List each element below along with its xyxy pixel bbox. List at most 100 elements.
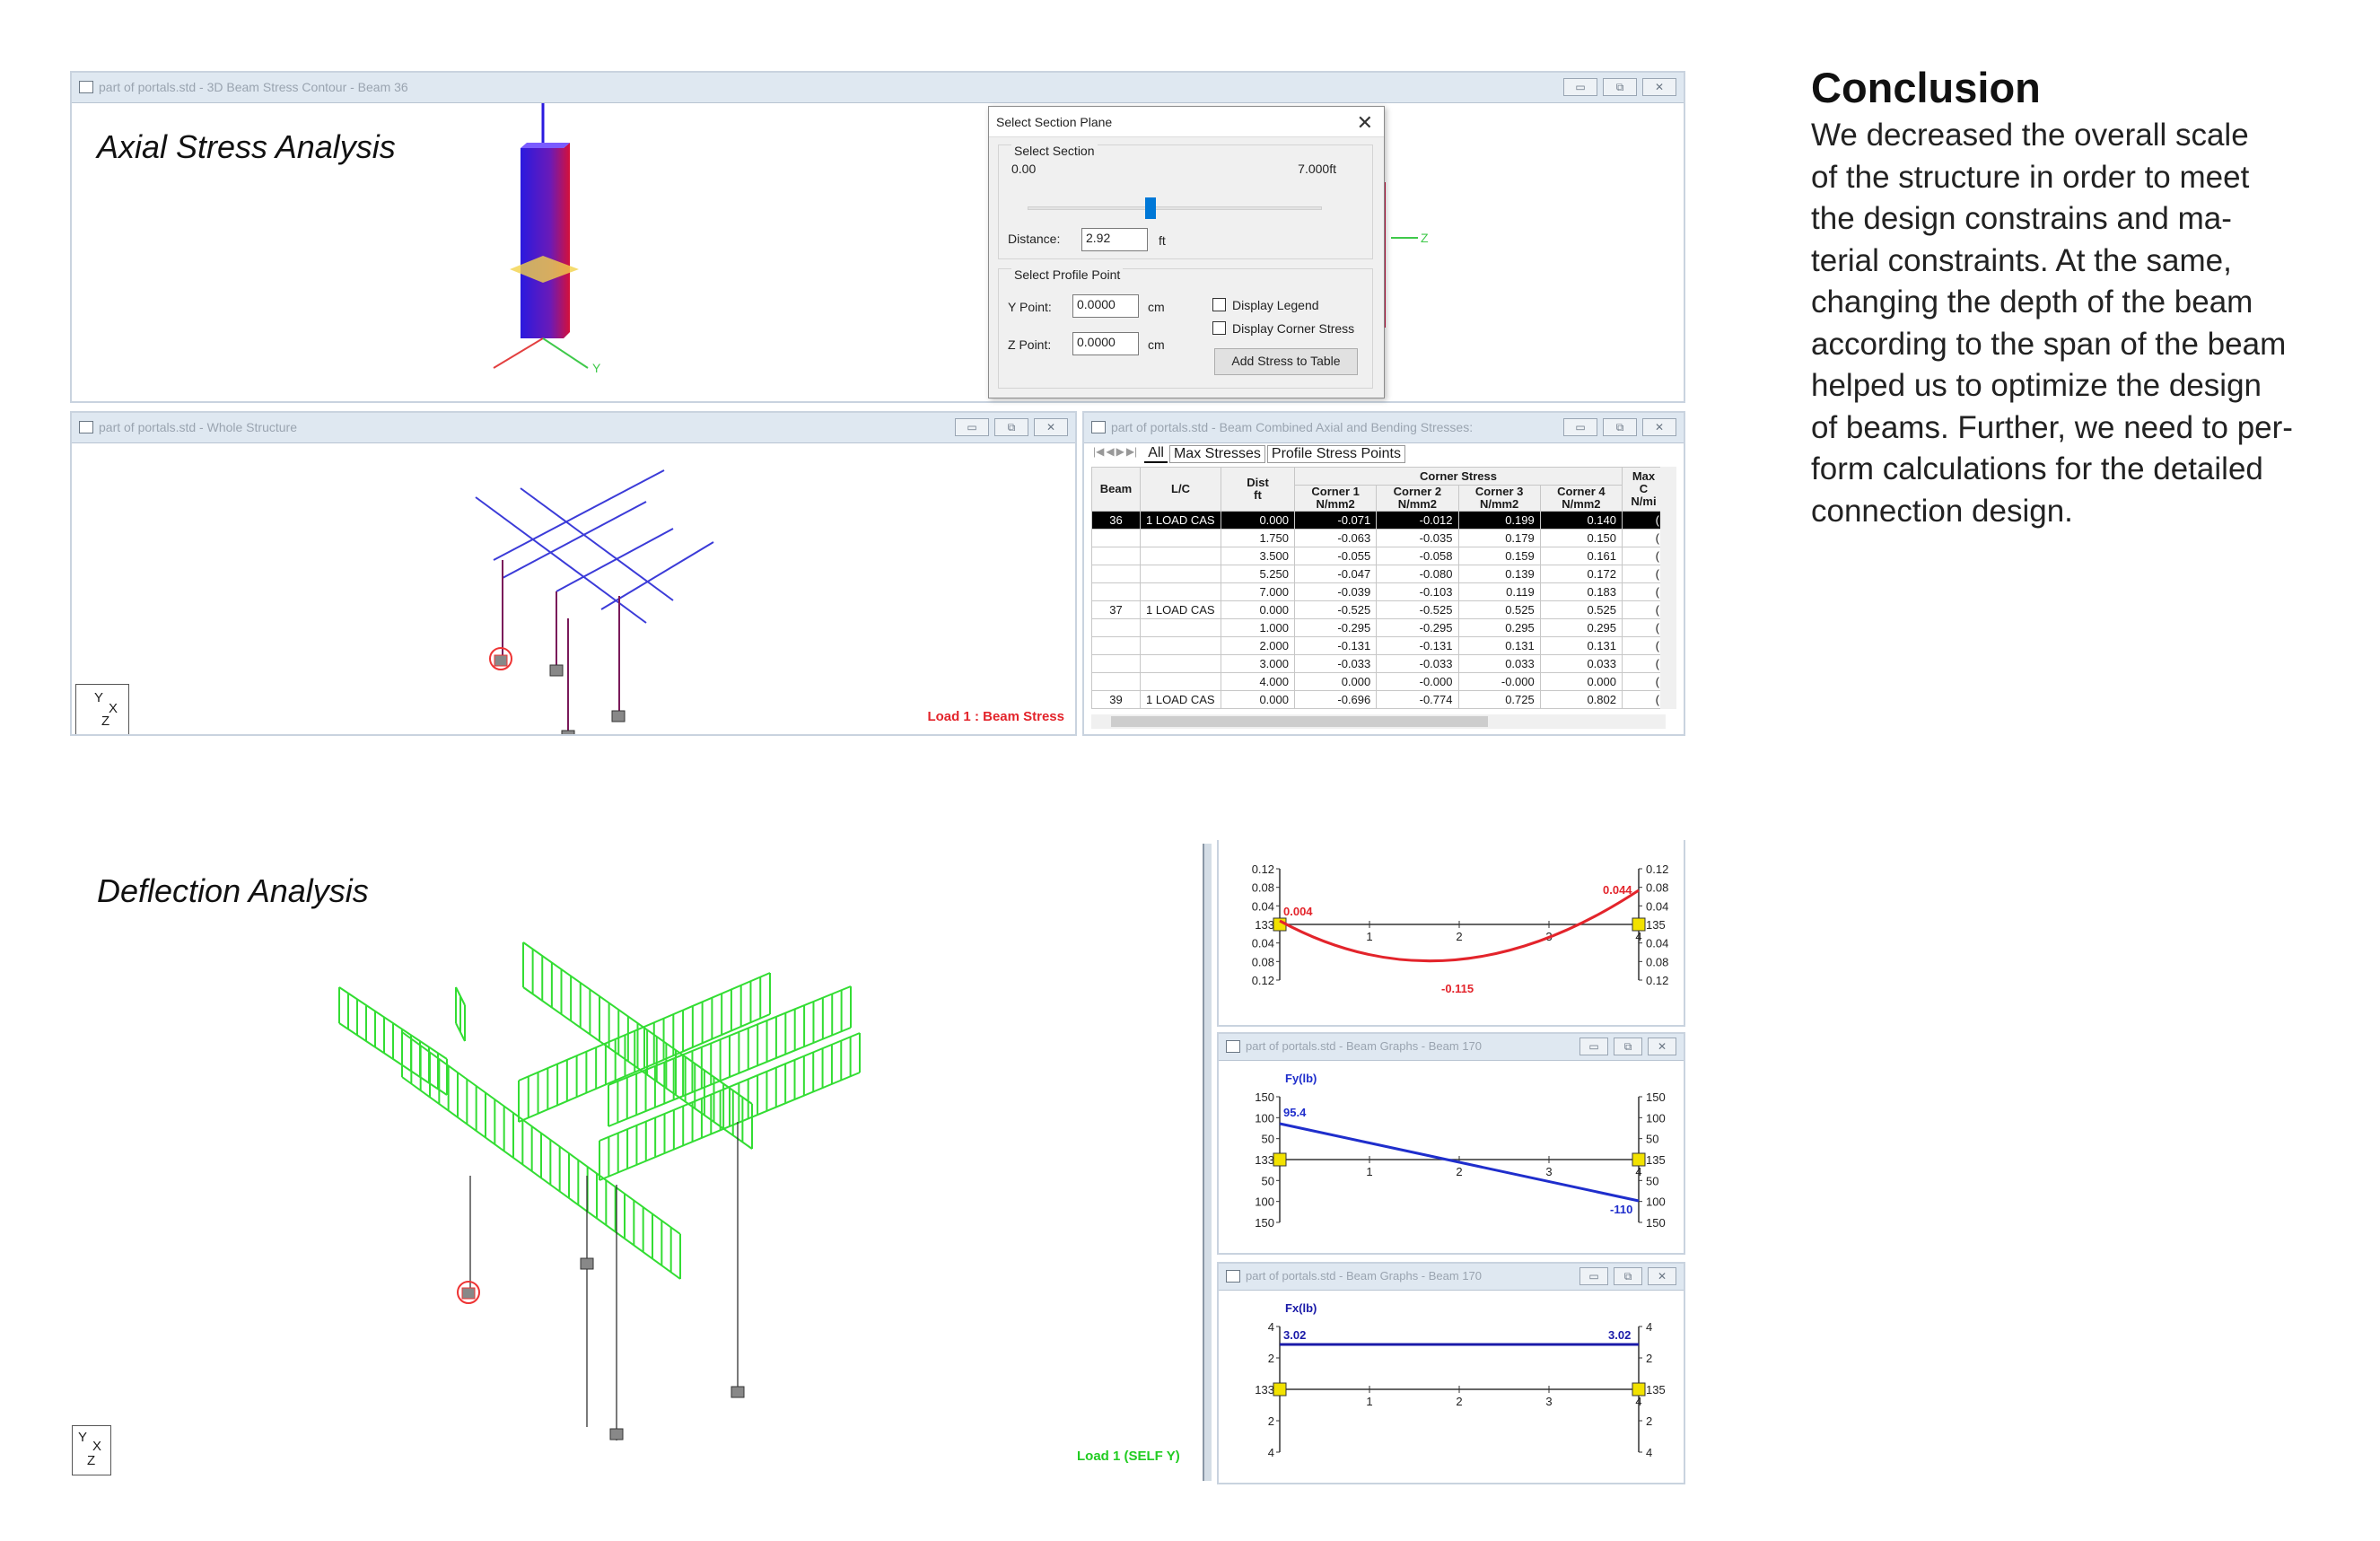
table-cell[interactable]: 0.000	[1221, 511, 1295, 530]
dialog-close-icon[interactable]: ✕	[1356, 111, 1373, 134]
table-cell[interactable]: (	[1622, 618, 1666, 637]
table-row[interactable]: 1.750 -0.063 -0.035 0.179 0.150(	[1091, 529, 1666, 547]
window-titlebar[interactable]: part of portals.std - Whole Structure ▭ …	[72, 413, 1075, 443]
column-header[interactable]: Dist ft	[1221, 467, 1295, 512]
table-cell[interactable]: 1 LOAD CAS	[1140, 511, 1221, 530]
table-cell[interactable]	[1091, 618, 1141, 637]
table-cell[interactable]	[1140, 547, 1221, 565]
table-cell[interactable]: -0.774	[1376, 690, 1459, 709]
table-cell[interactable]: 0.000	[1221, 600, 1295, 619]
z-point-input[interactable]: 0.0000	[1072, 332, 1139, 355]
table-cell[interactable]: -0.055	[1293, 547, 1378, 565]
table-row[interactable]: 7.000 -0.039 -0.103 0.119 0.183(	[1091, 582, 1666, 601]
minimize-button[interactable]: ▭	[1563, 418, 1597, 436]
table-cell[interactable]: 0.172	[1539, 565, 1623, 583]
maximize-button[interactable]: ⧉	[1614, 1267, 1642, 1285]
table-cell[interactable]: (	[1622, 600, 1666, 619]
display-legend-checkbox[interactable]	[1212, 298, 1226, 311]
table-cell[interactable]: -0.080	[1376, 565, 1459, 583]
column-header[interactable]: Corner 1 N/mm2	[1293, 485, 1378, 512]
section-slider-track[interactable]	[1028, 206, 1322, 210]
table-cell[interactable]: 4.000	[1221, 672, 1295, 691]
table-cell[interactable]	[1091, 582, 1141, 601]
table-cell[interactable]: 1 LOAD CAS	[1140, 690, 1221, 709]
table-cell[interactable]: 0.161	[1539, 547, 1623, 565]
table-cell[interactable]	[1091, 565, 1141, 583]
table-cell[interactable]: 0.000	[1539, 672, 1623, 691]
splitter[interactable]	[1203, 844, 1212, 1481]
table-cell[interactable]: -0.012	[1376, 511, 1459, 530]
table-cell[interactable]: -0.525	[1293, 600, 1378, 619]
mz-graph[interactable]: 0.12 0.08 0.04 133 0.04 0.08 0.12 0.12 0.08 0.04 1…	[1219, 840, 1684, 1023]
table-cell[interactable]: (	[1622, 529, 1666, 547]
table-row[interactable]: 3.000 -0.033 -0.033 0.033 0.033(	[1091, 654, 1666, 673]
horizontal-scrollbar[interactable]	[1091, 714, 1666, 729]
table-row[interactable]: 4.000 0.000 -0.000 -0.000 0.000(	[1091, 672, 1666, 691]
column-header[interactable]: Corner 4 N/mm2	[1539, 485, 1623, 512]
close-button[interactable]: ✕	[1642, 418, 1676, 436]
section-slider-thumb[interactable]	[1144, 197, 1156, 219]
table-cell[interactable]: 36	[1091, 511, 1141, 530]
table-cell[interactable]: 39	[1091, 690, 1141, 709]
column-header[interactable]: Beam	[1091, 467, 1141, 512]
table-cell[interactable]	[1140, 529, 1221, 547]
table-cell[interactable]: 1.000	[1221, 618, 1295, 637]
table-row[interactable]: 3.500 -0.055 -0.058 0.159 0.161(	[1091, 547, 1666, 565]
close-button[interactable]: ✕	[1648, 1038, 1676, 1055]
window-titlebar[interactable]: part of portals.std - 3D Beam Stress Con…	[72, 73, 1684, 103]
table-cell[interactable]	[1140, 654, 1221, 673]
table-cell[interactable]: 3.000	[1221, 654, 1295, 673]
table-cell[interactable]: 1 LOAD CAS	[1140, 600, 1221, 619]
table-cell[interactable]: 7.000	[1221, 582, 1295, 601]
table-row[interactable]: 37 1 LOAD CAS 0.000 -0.525 -0.525 0.525 0.525(	[1091, 600, 1666, 619]
table-cell[interactable]: 0.183	[1539, 582, 1623, 601]
vertical-scrollbar[interactable]	[1660, 467, 1676, 709]
table-cell[interactable]: 0.119	[1457, 582, 1541, 601]
table-cell[interactable]: -0.000	[1457, 672, 1541, 691]
table-row[interactable]: 36 1 LOAD CAS 0.000 -0.071 -0.012 0.199 0.140(	[1091, 511, 1666, 530]
nav-first-button[interactable]: |◀	[1093, 445, 1105, 458]
table-cell[interactable]: -0.525	[1376, 600, 1459, 619]
table-cell[interactable]	[1140, 582, 1221, 601]
table-cell[interactable]: 0.159	[1457, 547, 1541, 565]
dialog-titlebar[interactable]: Select Section Plane ✕	[989, 107, 1384, 137]
maximize-button[interactable]: ⧉	[1603, 418, 1637, 436]
table-cell[interactable]: 5.250	[1221, 565, 1295, 583]
window-titlebar[interactable]: part of portals.std - Beam Graphs - Beam…	[1219, 1034, 1684, 1061]
table-row[interactable]: 2.000 -0.131 -0.131 0.131 0.131(	[1091, 636, 1666, 655]
nav-last-button[interactable]: ▶|	[1125, 445, 1138, 458]
minimize-button[interactable]: ▭	[1579, 1038, 1608, 1055]
table-cell[interactable]: -0.033	[1376, 654, 1459, 673]
table-cell[interactable]: 0.139	[1457, 565, 1541, 583]
table-row[interactable]: 1.000 -0.295 -0.295 0.295 0.295(	[1091, 618, 1666, 637]
tab-profile-stress-points[interactable]: Profile Stress Points	[1266, 445, 1405, 463]
table-cell[interactable]: -0.295	[1376, 618, 1459, 637]
table-cell[interactable]: -0.000	[1376, 672, 1459, 691]
table-cell[interactable]	[1140, 672, 1221, 691]
table-cell[interactable]: -0.047	[1293, 565, 1378, 583]
display-corner-checkbox[interactable]	[1212, 321, 1226, 335]
table-cell[interactable]: -0.696	[1293, 690, 1378, 709]
table-cell[interactable]: 0.033	[1539, 654, 1623, 673]
close-button[interactable]: ✕	[1642, 78, 1676, 96]
beam-contour-view[interactable]: Y Z	[72, 103, 1684, 403]
table-cell[interactable]: (	[1622, 565, 1666, 583]
table-cell[interactable]: 0.033	[1457, 654, 1541, 673]
table-cell[interactable]	[1091, 547, 1141, 565]
table-cell[interactable]: -0.295	[1293, 618, 1378, 637]
table-cell[interactable]: 0.000	[1293, 672, 1378, 691]
nav-next-button[interactable]: ▶	[1116, 445, 1124, 458]
table-cell[interactable]: -0.131	[1376, 636, 1459, 655]
column-header[interactable]: Max C N/mi	[1622, 467, 1666, 512]
table-cell[interactable]: 0.150	[1539, 529, 1623, 547]
table-cell[interactable]: (	[1622, 672, 1666, 691]
tab-all[interactable]: All	[1144, 445, 1168, 463]
table-cell[interactable]: 2.000	[1221, 636, 1295, 655]
table-cell[interactable]: 3.500	[1221, 547, 1295, 565]
table-cell[interactable]: 0.295	[1539, 618, 1623, 637]
table-cell[interactable]: -0.131	[1293, 636, 1378, 655]
tab-max-stresses[interactable]: Max Stresses	[1168, 445, 1265, 463]
table-cell[interactable]: (	[1622, 511, 1666, 530]
maximize-button[interactable]: ⧉	[1603, 78, 1637, 96]
y-point-input[interactable]: 0.0000	[1072, 294, 1139, 318]
